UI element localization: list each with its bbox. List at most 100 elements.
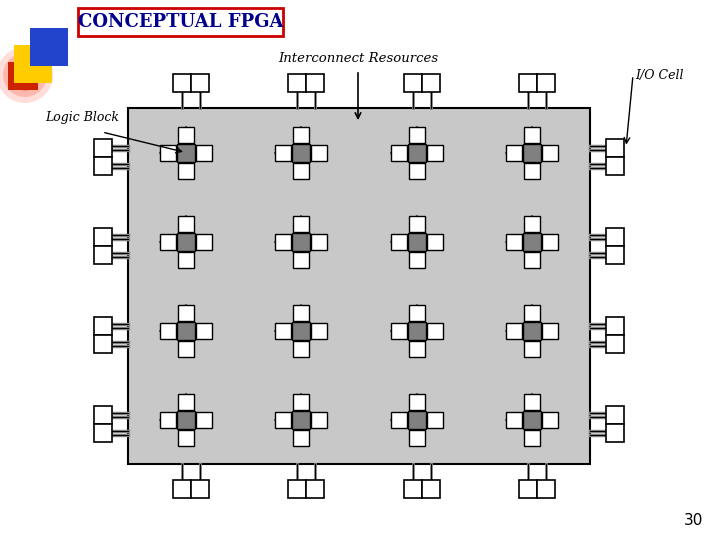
Bar: [422, 480, 440, 498]
Bar: [178, 126, 194, 143]
Bar: [94, 246, 112, 264]
Bar: [160, 145, 176, 160]
Bar: [524, 126, 540, 143]
Bar: [524, 215, 540, 232]
Bar: [191, 480, 209, 498]
Bar: [427, 233, 443, 249]
Bar: [311, 145, 328, 160]
Bar: [176, 410, 194, 429]
Bar: [275, 145, 292, 160]
Bar: [427, 145, 443, 160]
Bar: [422, 74, 440, 92]
Bar: [292, 321, 310, 340]
Bar: [606, 157, 624, 174]
Circle shape: [3, 53, 47, 97]
Bar: [524, 163, 540, 179]
Bar: [523, 321, 541, 340]
Bar: [408, 410, 426, 429]
Circle shape: [9, 59, 41, 91]
Bar: [391, 411, 407, 428]
Text: I/O Cell: I/O Cell: [635, 69, 683, 82]
Bar: [293, 341, 310, 356]
Bar: [160, 233, 176, 249]
Bar: [293, 394, 310, 409]
Bar: [94, 227, 112, 246]
Bar: [178, 215, 194, 232]
Bar: [288, 480, 306, 498]
Bar: [275, 322, 292, 339]
Bar: [94, 406, 112, 423]
Bar: [293, 252, 310, 267]
Bar: [409, 163, 425, 179]
Bar: [94, 138, 112, 157]
Bar: [519, 480, 537, 498]
Bar: [288, 74, 306, 92]
Circle shape: [0, 47, 53, 103]
Text: 30: 30: [683, 513, 703, 528]
Bar: [94, 316, 112, 334]
Bar: [311, 411, 328, 428]
Bar: [606, 423, 624, 442]
Bar: [409, 252, 425, 267]
Bar: [191, 74, 209, 92]
Bar: [408, 144, 426, 161]
Bar: [14, 45, 52, 83]
Bar: [409, 429, 425, 445]
Bar: [8, 62, 38, 90]
Bar: [178, 305, 194, 321]
Bar: [519, 74, 537, 92]
Bar: [94, 157, 112, 174]
Bar: [178, 252, 194, 267]
Bar: [606, 334, 624, 353]
Bar: [293, 215, 310, 232]
Bar: [178, 394, 194, 409]
Bar: [523, 144, 541, 161]
Bar: [178, 163, 194, 179]
Bar: [173, 74, 191, 92]
Bar: [409, 305, 425, 321]
Bar: [292, 233, 310, 251]
Bar: [506, 322, 522, 339]
Bar: [506, 233, 522, 249]
Bar: [196, 411, 212, 428]
Bar: [409, 126, 425, 143]
Bar: [275, 411, 292, 428]
Bar: [306, 480, 324, 498]
Bar: [176, 321, 194, 340]
Bar: [408, 233, 426, 251]
Bar: [606, 316, 624, 334]
Bar: [537, 480, 555, 498]
Bar: [391, 145, 407, 160]
Bar: [293, 429, 310, 445]
Bar: [78, 8, 283, 36]
Bar: [524, 305, 540, 321]
Bar: [176, 144, 194, 161]
Bar: [275, 233, 292, 249]
Bar: [94, 334, 112, 353]
Bar: [30, 28, 68, 66]
Bar: [404, 480, 422, 498]
Bar: [606, 246, 624, 264]
Bar: [176, 233, 194, 251]
Bar: [409, 215, 425, 232]
Bar: [542, 411, 558, 428]
Text: CONCEPTUAL FPGA: CONCEPTUAL FPGA: [78, 13, 283, 31]
Bar: [292, 410, 310, 429]
Bar: [606, 138, 624, 157]
Bar: [311, 233, 328, 249]
Bar: [542, 322, 558, 339]
Bar: [537, 74, 555, 92]
Bar: [427, 322, 443, 339]
Bar: [523, 233, 541, 251]
Text: Interconnect Resources: Interconnect Resources: [278, 51, 438, 64]
Bar: [427, 411, 443, 428]
Bar: [523, 410, 541, 429]
Bar: [542, 145, 558, 160]
Bar: [606, 227, 624, 246]
Bar: [173, 480, 191, 498]
Bar: [128, 108, 590, 464]
Bar: [196, 145, 212, 160]
Bar: [196, 322, 212, 339]
Bar: [409, 394, 425, 409]
Bar: [293, 163, 310, 179]
